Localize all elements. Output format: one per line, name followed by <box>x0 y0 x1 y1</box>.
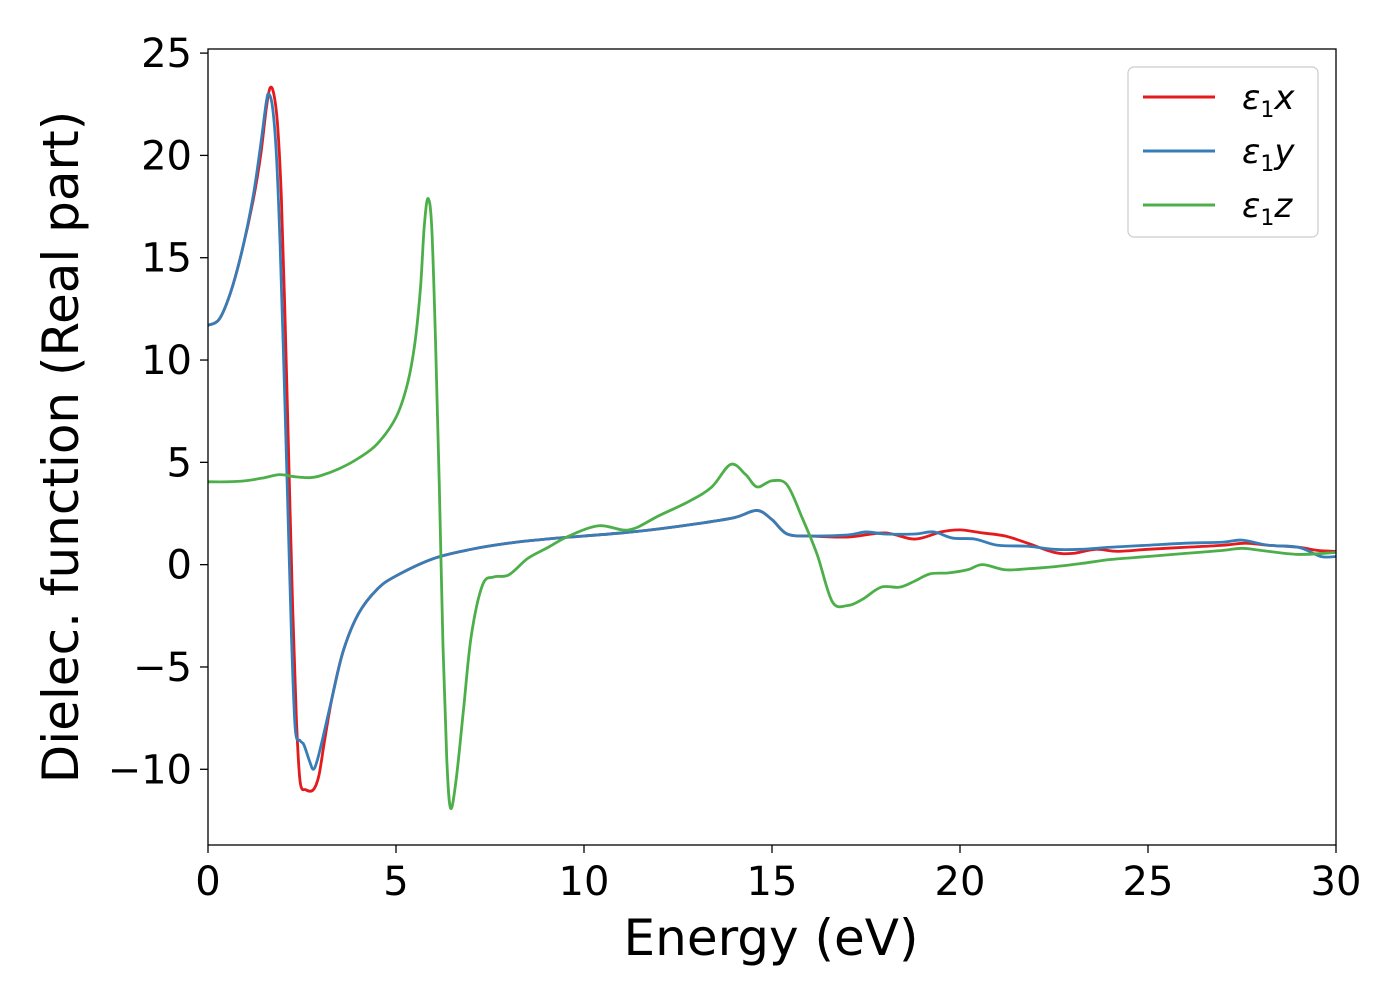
y-tick-label: 25 <box>141 31 192 77</box>
x-tick-label: 30 <box>1311 859 1362 905</box>
x-tick-label: 20 <box>935 859 986 905</box>
y-tick-label: 5 <box>167 440 192 486</box>
series-line-z <box>208 196 1336 811</box>
series-line-y <box>208 92 1336 771</box>
y-tick-label: 20 <box>141 133 192 179</box>
legend-label-y: ε1y <box>1242 132 1295 177</box>
x-tick-label: 25 <box>1123 859 1174 905</box>
series-layer <box>208 85 1336 811</box>
x-axis-ticks: 0 5 10 15 20 25 30 <box>195 845 1361 905</box>
y-tick-label: −10 <box>108 747 192 793</box>
legend-box <box>1127 66 1319 238</box>
legend: ε1x ε1y ε1z <box>1127 66 1319 238</box>
y-tick-label: 10 <box>141 338 192 384</box>
legend-label-x: ε1x <box>1242 78 1295 123</box>
x-axis-title: Energy (eV) <box>624 909 919 967</box>
y-tick-label: 15 <box>141 236 192 282</box>
y-axis-ticks: −10 −5 0 5 10 15 20 25 <box>108 31 208 793</box>
x-tick-label: 15 <box>747 859 798 905</box>
x-tick-label: 0 <box>195 859 220 905</box>
y-axis-title: Dielec. function (Real part) <box>32 111 90 783</box>
x-tick-label: 5 <box>383 859 408 905</box>
legend-entries: ε1x ε1y ε1z <box>1143 78 1295 231</box>
legend-label-z: ε1z <box>1242 186 1293 231</box>
y-tick-label: 0 <box>167 543 192 589</box>
x-tick-label: 10 <box>559 859 610 905</box>
y-tick-label: −5 <box>133 645 192 691</box>
